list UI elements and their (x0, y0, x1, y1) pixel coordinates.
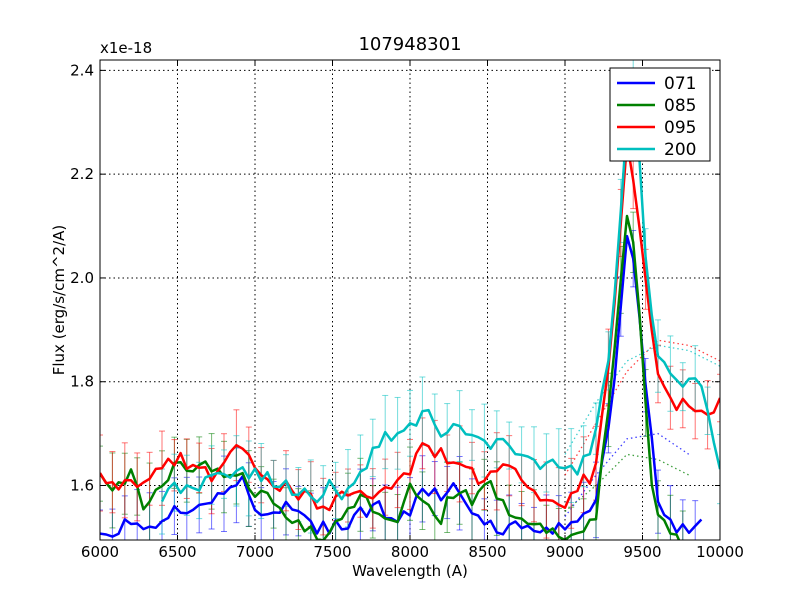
y-offset-label: x1e-18 (100, 39, 152, 57)
model-curve-200 (564, 344, 720, 455)
x-tick-label: 7500 (313, 543, 351, 561)
x-tick-label: 10000 (696, 543, 744, 561)
x-tick-label: 7000 (236, 543, 274, 561)
x-tick-label: 8500 (468, 543, 506, 561)
y-tick-label: 1.6 (70, 477, 94, 495)
x-tick-label: 9000 (546, 543, 584, 561)
legend-label-095: 095 (664, 118, 696, 138)
x-tick-label: 6500 (158, 543, 196, 561)
y-tick-label: 1.8 (70, 373, 94, 391)
model-curves (564, 339, 720, 517)
model-curve-085 (564, 453, 690, 512)
y-tick-label: 2.2 (70, 165, 94, 183)
y-tick-label: 2.4 (70, 61, 94, 79)
chart-title: 107948301 (358, 34, 461, 55)
x-tick-label: 9500 (623, 543, 661, 561)
y-axis-label: Flux (erg/s/cm^2/A) (50, 225, 68, 376)
x-tick-label: 8000 (391, 543, 429, 561)
axis-ticks: 6000 6500 7000 7500 8000 8500 9000 9500 10000 1.6… (70, 60, 744, 561)
model-curve-095 (564, 339, 720, 476)
x-axis-label: Wavelength (A) (352, 562, 468, 580)
legend-label-200: 200 (664, 140, 696, 160)
model-curve-071 (564, 432, 690, 517)
grid (100, 60, 720, 540)
legend-label-071: 071 (664, 74, 696, 94)
legend-label-085: 085 (664, 96, 696, 116)
x-tick-label: 6000 (81, 543, 119, 561)
y-tick-label: 2.0 (70, 269, 94, 287)
